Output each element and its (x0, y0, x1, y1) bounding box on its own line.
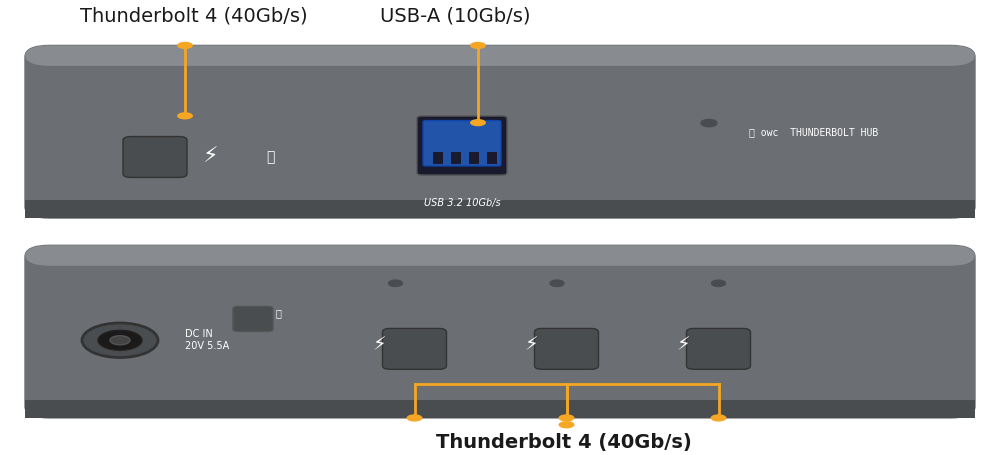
Circle shape (710, 415, 726, 421)
Text: ⚡: ⚡ (202, 147, 218, 167)
Text: Thunderbolt 4 (40Gb/s): Thunderbolt 4 (40Gb/s) (436, 434, 692, 452)
Text: ⚡: ⚡ (525, 335, 538, 354)
Circle shape (388, 280, 402, 287)
FancyBboxPatch shape (233, 307, 273, 331)
FancyBboxPatch shape (25, 46, 975, 66)
Circle shape (558, 421, 574, 428)
Text: USB-A (10Gb/s): USB-A (10Gb/s) (380, 6, 530, 25)
Text: 🖥: 🖥 (266, 150, 274, 164)
Text: ⚡: ⚡ (373, 335, 386, 354)
FancyBboxPatch shape (123, 136, 187, 177)
Circle shape (558, 415, 574, 421)
FancyBboxPatch shape (382, 329, 446, 369)
Bar (469, 152, 479, 164)
FancyBboxPatch shape (686, 329, 750, 369)
FancyBboxPatch shape (25, 46, 975, 218)
Bar (433, 152, 443, 164)
Text: 🔒: 🔒 (275, 308, 281, 318)
Text: DC IN
20V 5.5A: DC IN 20V 5.5A (185, 329, 229, 351)
FancyBboxPatch shape (534, 329, 598, 369)
Circle shape (177, 112, 193, 120)
Text: ⟳ owc  THUNDERBOLT HUB: ⟳ owc THUNDERBOLT HUB (749, 127, 878, 137)
Circle shape (406, 415, 422, 421)
Circle shape (82, 323, 158, 358)
Circle shape (98, 330, 142, 350)
Circle shape (177, 42, 193, 49)
FancyBboxPatch shape (25, 245, 975, 418)
Text: Thunderbolt 4 (40Gb/s): Thunderbolt 4 (40Gb/s) (80, 6, 308, 25)
Circle shape (701, 120, 717, 127)
Text: ⚡: ⚡ (677, 335, 690, 354)
Bar (451, 152, 461, 164)
Bar (487, 152, 497, 164)
Bar (25, 400, 975, 418)
Text: USB 3.2 10Gb/s: USB 3.2 10Gb/s (424, 197, 500, 207)
Circle shape (470, 119, 486, 126)
FancyBboxPatch shape (417, 116, 507, 175)
Circle shape (470, 42, 486, 49)
Circle shape (550, 280, 564, 287)
FancyBboxPatch shape (25, 245, 975, 266)
Circle shape (110, 336, 130, 345)
Circle shape (712, 280, 726, 287)
FancyBboxPatch shape (423, 121, 501, 166)
Bar (25, 200, 975, 218)
